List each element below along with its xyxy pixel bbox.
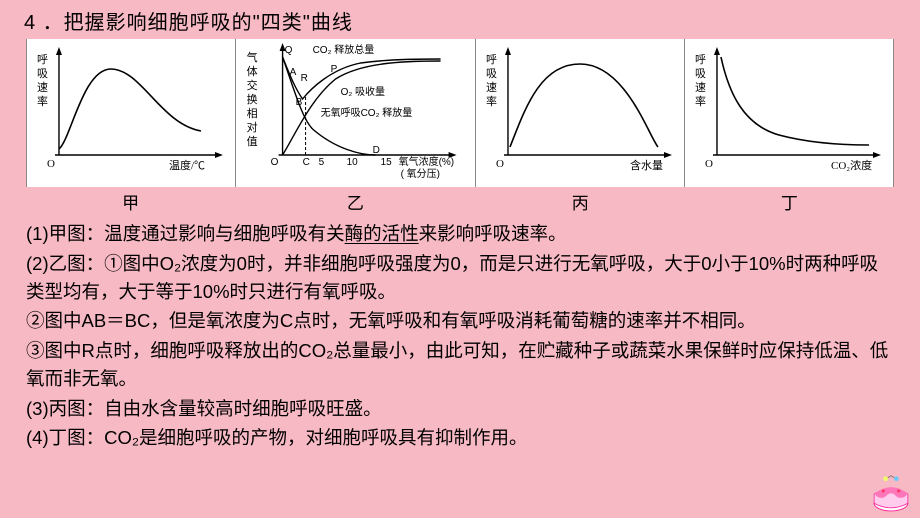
question-title: 4 ．把握影响细胞呼吸的"四类"曲线 — [0, 0, 920, 39]
para-6: (4)丁图：CO₂是细胞呼吸的产物，对细胞呼吸具有抑制作用。 — [26, 424, 894, 452]
x-label: 温度/℃ — [169, 158, 205, 172]
y-char: 速 — [37, 81, 48, 94]
charts-row: 呼 吸 速 率 O 温度/℃ 气 体 交 换 相 对 值 — [26, 39, 894, 187]
para-2: (2)乙图：①图中O₂浓度为0时，并非细胞呼吸强度为0，而是只进行无氧呼吸，大于… — [26, 250, 894, 306]
cake-icon — [868, 468, 914, 514]
y-char: 换 — [247, 92, 258, 106]
origin-o: O — [47, 158, 55, 170]
y-char: 交 — [247, 78, 258, 92]
label-ding: 丁 — [685, 189, 894, 214]
chart-labels: 甲 乙 丙 丁 — [26, 189, 894, 214]
x-lbl-bottom: ( 氧分压) — [401, 167, 440, 180]
pt-q: Q — [285, 45, 293, 56]
para-1: (1)甲图：温度通过影响与细胞呼吸有关酶的活性来影响呼吸速率。 — [26, 220, 894, 248]
x-label: 含水量 — [630, 158, 663, 172]
label-yi: 乙 — [235, 189, 476, 214]
x-lbl-top: 氧气浓度(%) — [399, 155, 455, 168]
y-char: 值 — [247, 135, 258, 148]
chart-ding: 呼 吸 速 率 O CO₂浓度 — [685, 39, 894, 187]
lbl-anaerobic: 无氧呼吸CO₂ 释放量 — [321, 106, 413, 119]
pt-b: B — [296, 97, 303, 108]
para-3: ②图中AB＝BC，但是氧浓度为C点时，无氧呼吸和有氧呼吸消耗葡萄糖的速率并不相同… — [26, 307, 894, 335]
curve-ding — [721, 57, 869, 145]
y-char: 呼 — [37, 53, 48, 66]
tick-5: 5 — [319, 157, 325, 168]
origin-o: O — [271, 157, 279, 168]
y-char: 相 — [247, 107, 258, 120]
y-char: 速 — [695, 81, 706, 94]
chart-bing: 呼 吸 速 率 O 含水量 — [476, 39, 685, 187]
y-char: 率 — [695, 94, 706, 108]
tick-10: 10 — [347, 157, 359, 168]
y-char: 率 — [486, 94, 497, 108]
pt-p: P — [331, 64, 338, 75]
p1a: (1)甲图：温度通过影响与细胞呼吸有关 — [26, 223, 345, 244]
origin-o: O — [705, 158, 713, 170]
y-char: 率 — [37, 94, 48, 108]
pt-c: C — [303, 157, 310, 168]
x-label: CO₂浓度 — [831, 158, 872, 172]
pt-r: R — [301, 73, 308, 84]
y-char: 体 — [247, 64, 258, 78]
y-char: 呼 — [695, 53, 706, 66]
pt-a: A — [290, 67, 297, 78]
p1b: 来影响呼吸速率。 — [419, 223, 567, 244]
y-char: 速 — [486, 81, 497, 94]
lbl-o2: O₂ 吸收量 — [341, 85, 385, 98]
y-char: 对 — [247, 120, 258, 134]
p1u: 酶的活性 — [345, 223, 419, 244]
para-4: ③图中R点时，细胞呼吸释放出的CO₂总量最小，由此可知，在贮藏种子或蔬菜水果保鲜… — [26, 337, 894, 393]
label-jia: 甲 — [26, 189, 235, 214]
chart-yi: 气 体 交 换 相 对 值 Q A R P B C D O 5 10 15 — [236, 39, 476, 187]
y-char: 吸 — [37, 68, 48, 80]
explanation-text: (1)甲图：温度通过影响与细胞呼吸有关酶的活性来影响呼吸速率。 (2)乙图：①图… — [0, 220, 920, 452]
pt-d: D — [373, 145, 380, 156]
curve-jia — [59, 69, 201, 149]
chart-jia: 呼 吸 速 率 O 温度/℃ — [27, 39, 236, 187]
para-5: (3)丙图：自由水含量较高时细胞呼吸旺盛。 — [26, 395, 894, 423]
lbl-co2-total: CO₂ 释放总量 — [313, 43, 375, 56]
origin-o: O — [496, 158, 504, 170]
y-char: 呼 — [486, 53, 497, 66]
y-char: 气 — [247, 50, 258, 64]
y-char: 吸 — [695, 68, 706, 80]
curve-bing — [510, 64, 658, 147]
tick-15: 15 — [381, 157, 393, 168]
label-bing: 丙 — [476, 189, 685, 214]
y-char: 吸 — [486, 68, 497, 80]
